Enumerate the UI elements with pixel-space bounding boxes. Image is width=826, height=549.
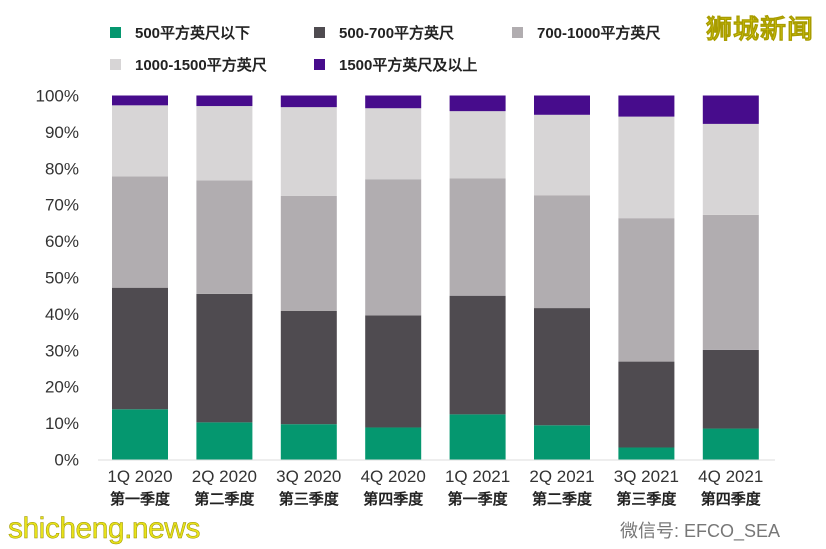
bar-segment <box>112 287 168 410</box>
bar-segment <box>449 414 506 460</box>
bar-segment <box>702 123 759 215</box>
bar-segment <box>280 310 337 425</box>
bar-segment <box>702 349 759 429</box>
watermark-site: shicheng.news <box>8 512 201 545</box>
y-tick-label: 10% <box>45 414 79 433</box>
bar-segment <box>365 427 422 460</box>
x-tick-label-cn: 第一季度 <box>448 490 509 508</box>
bar-segment <box>534 425 590 460</box>
bar-segment <box>280 195 337 311</box>
y-tick-label: 0% <box>54 451 79 470</box>
x-tick-label-cn: 第三季度 <box>279 490 340 508</box>
bar-segment <box>618 447 675 460</box>
bar-segment <box>702 428 759 460</box>
bar-segment <box>196 180 253 294</box>
bar-segment <box>112 409 168 460</box>
bar-segment <box>449 295 506 415</box>
legend-swatch <box>110 59 121 70</box>
x-tick-label: 4Q 2021 <box>698 467 763 486</box>
bar-segment <box>449 95 506 112</box>
legend-label: 500平方英尺以下 <box>135 25 251 42</box>
bar-segment <box>618 361 675 448</box>
y-tick-label: 80% <box>45 159 79 178</box>
y-tick-label: 60% <box>45 232 79 251</box>
x-tick-label-cn: 第四季度 <box>701 490 762 508</box>
x-tick-label-cn: 第四季度 <box>363 490 424 508</box>
legend-swatch <box>314 59 325 70</box>
x-tick-label-cn: 第二季度 <box>532 490 593 508</box>
bar-segment <box>365 95 422 109</box>
bar-segment <box>702 214 759 350</box>
bar-segment <box>449 111 506 179</box>
bar-segment <box>196 106 253 181</box>
bar-segment <box>618 95 675 117</box>
bar-segment <box>618 116 675 219</box>
legend-label: 700-1000平方英尺 <box>537 25 661 42</box>
x-tick-label: 4Q 2020 <box>361 467 426 486</box>
y-tick-label: 20% <box>45 378 79 397</box>
y-tick-label: 50% <box>45 269 79 288</box>
legend-swatch <box>110 27 121 38</box>
x-tick-label: 3Q 2021 <box>614 467 679 486</box>
bar-segment <box>196 95 253 107</box>
y-tick-label: 70% <box>45 196 79 215</box>
bar-segment <box>365 315 422 428</box>
legend-swatch <box>512 27 523 38</box>
legend-label: 1500平方英尺及以上 <box>339 57 478 74</box>
legend-item: 1000-1500平方英尺 <box>110 54 267 75</box>
bar-segment <box>365 179 422 316</box>
x-tick-label-cn: 第一季度 <box>110 490 171 508</box>
x-tick-label: 3Q 2020 <box>276 467 341 486</box>
watermark-wechat: 微信号: EFCO_SEA <box>620 521 781 541</box>
x-tick-label: 1Q 2020 <box>107 467 172 486</box>
bar-segment <box>196 422 253 460</box>
y-tick-label: 100% <box>36 87 79 106</box>
bar-segment <box>112 176 168 288</box>
bar-segment <box>112 95 168 106</box>
legend-label: 500-700平方英尺 <box>339 25 455 42</box>
bar-segment <box>449 178 506 296</box>
x-tick-label-cn: 第二季度 <box>194 490 255 508</box>
legend-item: 500-700平方英尺 <box>314 22 454 43</box>
bar-segment <box>112 105 168 177</box>
x-tick-label: 1Q 2021 <box>445 467 510 486</box>
y-tick-label: 40% <box>45 305 79 324</box>
bar-segment <box>365 108 422 180</box>
bar-segment <box>534 114 590 196</box>
bar-segment <box>702 95 759 124</box>
bar-segment <box>280 424 337 460</box>
bar-segment <box>618 218 675 362</box>
bar-segment <box>534 95 590 115</box>
x-tick-label: 2Q 2021 <box>529 467 594 486</box>
y-tick-label: 30% <box>45 341 79 360</box>
legend-swatch <box>314 27 325 38</box>
legend-item: 500平方英尺以下 <box>110 22 250 43</box>
x-tick-label: 2Q 2020 <box>192 467 257 486</box>
bar-segment <box>196 293 253 423</box>
legend-item: 700-1000平方英尺 <box>512 22 660 43</box>
legend-label: 1000-1500平方英尺 <box>135 57 267 74</box>
x-tick-label-cn: 第三季度 <box>616 490 677 508</box>
legend-item: 1500平方英尺及以上 <box>314 54 477 75</box>
bar-segment <box>534 195 590 309</box>
bar-segment <box>280 107 337 196</box>
watermark-logo: 狮城新闻 <box>706 14 815 44</box>
bar-segment <box>280 95 337 108</box>
y-tick-label: 90% <box>45 123 79 142</box>
bar-segment <box>534 308 590 426</box>
